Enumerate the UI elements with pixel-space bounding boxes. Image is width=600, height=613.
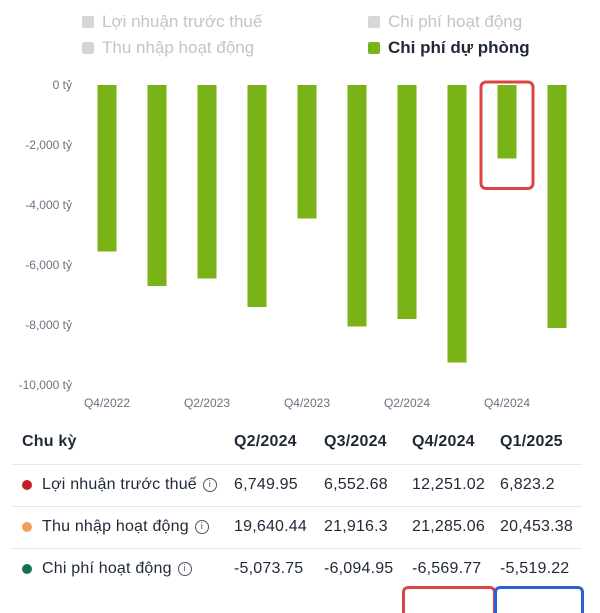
bar[interactable] [547,85,567,328]
bar[interactable] [147,85,167,286]
info-icon[interactable]: i [202,477,217,492]
table-cell: -5,519.22 [500,560,570,577]
legend-item-provision-expense[interactable]: Chi phí dự phòng [368,38,530,58]
table-cell: -5,073.75 [234,560,304,577]
table-cell: 6,823.2 [500,476,555,493]
table-cell: 12,251.02 [412,476,485,493]
chart-legend: Lợi nhuận trước thuế Chi phí hoạt động T… [0,0,600,70]
legend-checkbox[interactable] [82,42,94,54]
series-dot [22,564,32,574]
table-cell: 21,285.06 [412,518,485,535]
row-label-wrap: Thu nhập hoạt động i [42,518,209,536]
row-label-wrap: Chi phí hoạt động i [42,560,192,578]
legend-checkbox[interactable] [82,16,94,28]
bar[interactable] [297,85,317,219]
table-row-operating-expense: Chi phí hoạt động i -5,073.75 -6,094.95 -… [12,548,582,589]
y-tick-label: 0 tỷ [53,78,72,92]
bar[interactable] [347,85,367,327]
x-tick-label: Q2/2023 [184,396,230,410]
bar[interactable] [197,85,217,279]
bar[interactable] [247,85,267,307]
y-tick-label: -2,000 tỷ [25,138,72,152]
column-header: Q3/2024 [324,433,387,450]
table-cell: 21,916.3 [324,518,388,535]
y-tick-label: -6,000 tỷ [25,258,72,272]
table-cell: 6,552.68 [324,476,388,493]
bar[interactable] [447,85,467,363]
legend-item-operating-income[interactable]: Thu nhập hoạt động [82,38,254,58]
legend-label: Chi phí hoạt động [388,12,523,31]
table-cell: 6,749.95 [234,476,298,493]
table-cell: 19,640.44 [234,518,307,535]
table-cell: -6,094.95 [324,560,394,577]
table-row-profit-before-tax: Lợi nhuận trước thuế i 6,749.95 6,552.68 … [12,464,582,505]
table-header-row: Chu kỳ Q2/2024 Q3/2024 Q4/2024 Q1/2025 [12,422,582,462]
table-cell: -6,569.77 [412,560,482,577]
series-dot [22,522,32,532]
row-label-wrap: Lợi nhuận trước thuế i [42,476,217,494]
legend-item-operating-expense[interactable]: Chi phí hoạt động [368,12,522,32]
column-header: Q4/2024 [412,433,475,450]
table-cell: 20,453.38 [500,518,573,535]
x-tick-label: Q4/2023 [284,396,330,410]
column-header-period: Chu kỳ [22,433,77,450]
legend-label: Chi phí dự phòng [388,38,530,57]
info-icon[interactable]: i [194,519,209,534]
legend-label: Thu nhập hoạt động [102,38,255,57]
y-tick-label: -10,000 tỷ [19,378,72,392]
provision-expense-chart: 0 tỷ -2,000 tỷ -4,000 tỷ -6,000 tỷ -8,000 tỷ… [19,78,567,410]
legend-checkbox[interactable] [368,42,380,54]
x-tick-label: Q2/2024 [384,396,430,410]
highlight-box [479,80,535,190]
row-label: Lợi nhuận trước thuế [42,476,197,493]
y-tick-label: -4,000 tỷ [25,198,72,212]
row-label: Thu nhập hoạt động [42,518,189,535]
legend-item-profit-before-tax[interactable]: Lợi nhuận trước thuế [82,12,262,32]
series-dot [22,480,32,490]
column-header: Q2/2024 [234,433,297,450]
info-icon[interactable]: i [177,561,192,576]
table-row-operating-income: Thu nhập hoạt động i 19,640.44 21,916.3 2… [12,506,582,547]
row-label: Chi phí hoạt động [42,560,172,577]
bar[interactable] [497,85,517,159]
column-header: Q1/2025 [500,433,563,450]
x-tick-label: Q4/2024 [484,396,530,410]
bar[interactable] [97,85,117,252]
legend-checkbox[interactable] [368,16,380,28]
x-tick-label: Q4/2022 [84,396,130,410]
legend-label: Lợi nhuận trước thuế [102,12,263,31]
y-tick-label: -8,000 tỷ [25,318,72,332]
bar[interactable] [397,85,417,319]
